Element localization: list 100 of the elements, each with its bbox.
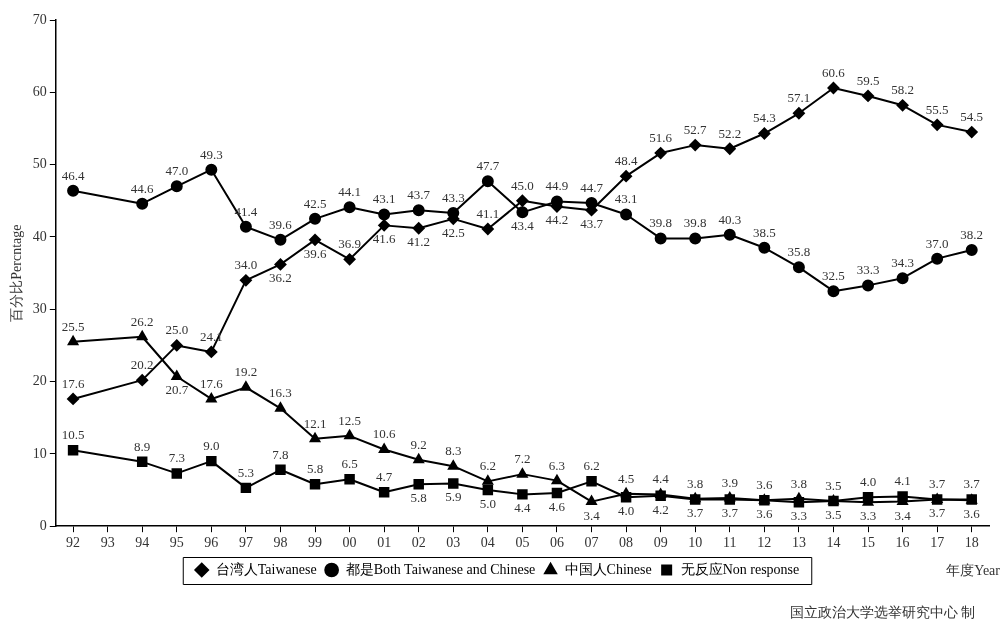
x-tick-label: 00: [342, 535, 357, 551]
data-label: 6.2: [479, 458, 496, 474]
x-tick-label: 12: [757, 535, 772, 551]
data-label: 3.4: [583, 507, 601, 523]
data-label: 4.7: [376, 469, 393, 485]
data-label: 4.1: [894, 473, 911, 489]
data-label: 42.5: [441, 224, 465, 240]
y-tick-label: 10: [32, 445, 47, 461]
data-label: 47.0: [165, 163, 189, 179]
data-label: 54.3: [752, 110, 776, 126]
data-label: 51.6: [649, 129, 673, 145]
data-label: 43.3: [441, 190, 465, 205]
x-tick-label: 11: [723, 535, 737, 551]
data-label: 41.2: [407, 234, 431, 250]
data-label: 41.1: [476, 205, 500, 221]
x-tick-label: 08: [619, 535, 634, 551]
data-label: 9.0: [203, 438, 220, 454]
data-label: 4.5: [617, 470, 635, 486]
x-tick-label: 06: [549, 535, 564, 551]
data-label: 7.8: [272, 446, 289, 462]
data-label: 35.8: [787, 244, 811, 260]
data-label: 20.7: [165, 382, 189, 398]
data-label: 44.2: [545, 212, 569, 228]
data-label: 38.5: [752, 224, 776, 240]
y-tick-label: 20: [32, 373, 47, 389]
data-label: 10.6: [372, 426, 397, 442]
x-tick-label: 15: [861, 535, 876, 551]
text: 国立政治大学选举研究中心 制: [789, 604, 975, 620]
data-label: 36.9: [338, 236, 361, 252]
legend-label: 中国人Chinese: [564, 561, 652, 577]
data-label: 3.7: [721, 505, 739, 521]
data-label: 6.3: [548, 457, 566, 473]
data-label: 42.5: [303, 195, 327, 211]
data-label: 5.0: [479, 495, 496, 511]
data-label: 25.5: [61, 318, 85, 334]
data-label: 19.2: [234, 364, 258, 380]
data-label: 3.5: [825, 506, 842, 522]
data-label: 34.0: [234, 257, 258, 273]
data-label: 3.6: [756, 477, 773, 493]
data-label: 40.3: [718, 211, 742, 227]
data-label: 38.2: [960, 226, 984, 242]
data-label: 12.5: [338, 412, 361, 428]
y-tick-label: 40: [32, 228, 47, 244]
data-label: 54.5: [960, 109, 984, 125]
data-label: 3.5: [825, 477, 842, 493]
data-label: 4.4: [514, 500, 532, 516]
data-label: 44.7: [580, 179, 604, 195]
data-label: 17.6: [199, 375, 224, 391]
data-label: 55.5: [925, 101, 949, 117]
data-label: 52.2: [718, 125, 742, 141]
x-tick-label: 07: [584, 535, 599, 551]
data-label: 4.6: [548, 498, 566, 514]
data-label: 6.2: [583, 458, 600, 474]
data-label: 3.7: [687, 505, 704, 521]
data-label: 58.2: [891, 82, 914, 98]
data-label: 49.3: [199, 146, 223, 162]
data-label: 3.8: [790, 475, 808, 491]
data-label: 39.8: [683, 215, 707, 231]
data-label: 59.5: [856, 72, 880, 88]
y-tick-label: 70: [32, 11, 47, 27]
data-label: 44.6: [130, 180, 155, 196]
data-label: 36.2: [269, 270, 292, 286]
data-label: 44.1: [338, 184, 361, 200]
x-tick-label: 01: [377, 535, 392, 551]
data-label: 5.8: [306, 461, 324, 477]
x-tick-label: 10: [688, 535, 703, 551]
data-label: 4.0: [617, 503, 635, 519]
data-label: 6.5: [341, 456, 358, 472]
x-tick-label: 93: [100, 535, 115, 551]
x-tick-label: 09: [653, 535, 668, 551]
data-label: 39.8: [649, 215, 673, 231]
y-tick-label: 50: [32, 156, 47, 172]
data-label: 5.9: [445, 489, 462, 505]
data-label: 39.6: [269, 216, 293, 232]
x-tick-label: 95: [169, 535, 184, 551]
x-tick-label: 18: [964, 535, 979, 551]
data-label: 33.3: [856, 262, 880, 278]
x-tick-label: 16: [895, 535, 910, 551]
x-tick-label: 03: [446, 535, 461, 551]
data-label: 5.3: [237, 464, 255, 480]
data-label: 3.7: [929, 505, 946, 521]
data-label: 43.7: [407, 187, 431, 203]
data-label: 43.4: [511, 218, 535, 234]
x-tick-label: 92: [66, 535, 81, 551]
data-label: 34.3: [891, 255, 914, 271]
x-tick-label: 02: [411, 535, 426, 551]
data-label: 43.7: [580, 216, 604, 232]
x-axis-title: 年度Year: [946, 562, 1001, 578]
x-tick-label: 17: [930, 535, 945, 551]
data-label: 3.3: [859, 508, 877, 524]
data-label: 4.2: [652, 501, 669, 517]
data-label: 7.3: [168, 450, 185, 466]
data-label: 7.2: [514, 451, 531, 467]
data-label: 20.2: [130, 357, 154, 373]
y-tick-label: 30: [32, 300, 47, 316]
data-label: 4.4: [652, 471, 670, 487]
y-tick-label: 0: [39, 517, 47, 533]
data-label: 57.1: [787, 90, 811, 106]
legend-label: 都是Both Taiwanese and Chinese: [345, 561, 536, 577]
x-tick-label: 96: [204, 535, 219, 551]
